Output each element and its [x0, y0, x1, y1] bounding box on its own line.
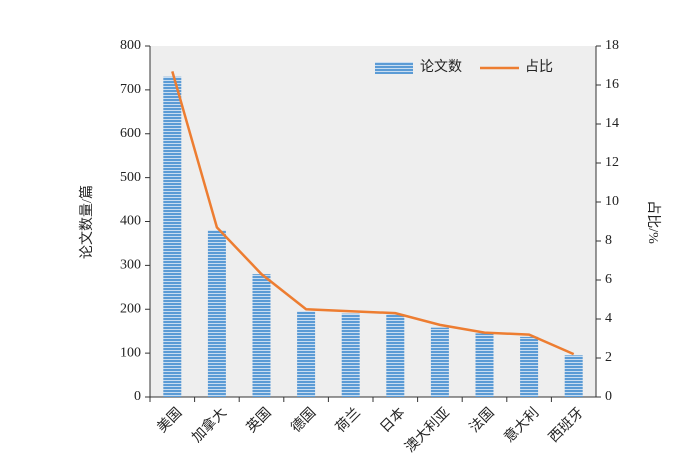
y-tick-label: 700	[120, 82, 141, 97]
x-tick-label: 英国	[243, 404, 275, 436]
y2-tick-label: 16	[605, 77, 619, 92]
x-tick-label: 意大利	[500, 404, 542, 446]
y2-tick-label: 14	[605, 116, 619, 131]
x-tick-label: 西班牙	[546, 405, 587, 446]
x-tick-label: 美国	[154, 405, 185, 436]
bar	[252, 274, 271, 397]
bar	[564, 355, 583, 397]
y-tick-label: 200	[120, 301, 141, 316]
y2-tick-label: 2	[605, 350, 612, 365]
y-tick-label: 0	[134, 389, 141, 404]
y2-tick-label: 8	[605, 233, 612, 248]
bar	[341, 313, 360, 397]
bar	[207, 230, 226, 397]
line-series	[171, 71, 575, 356]
y-axis-label: 论文数量/篇	[79, 185, 95, 259]
bar	[475, 333, 494, 397]
y-tick-label: 300	[120, 258, 141, 273]
y2-tick-label: 4	[605, 311, 612, 326]
bar	[520, 336, 539, 397]
y2-tick-label: 6	[605, 272, 612, 287]
legend-swatch	[375, 62, 413, 74]
bar	[297, 311, 316, 397]
y2-tick-label: 10	[605, 194, 619, 209]
x-tick-label: 荷兰	[333, 405, 364, 436]
bar	[386, 314, 405, 397]
x-tick-label: 加拿大	[188, 404, 230, 446]
x-tick-label: 德国	[288, 405, 319, 436]
y-tick-label: 600	[120, 126, 141, 141]
bar	[430, 327, 449, 397]
y-tick-label: 100	[120, 345, 141, 360]
y2-tick-label: 0	[605, 389, 612, 404]
bar	[163, 76, 182, 398]
legend-label: 占比	[525, 59, 553, 75]
y-tick-label: 400	[120, 214, 141, 229]
x-tick-label: 澳大利亚	[402, 405, 453, 456]
legend-label: 论文数	[420, 59, 462, 75]
x-tick-label: 法国	[466, 405, 497, 436]
y-tick-label: 500	[120, 170, 141, 185]
y-tick-label: 800	[120, 38, 141, 53]
y2-axis-label: 占比/%	[645, 200, 661, 244]
y2-tick-label: 12	[605, 155, 619, 170]
x-tick-label: 日本	[377, 405, 408, 436]
y2-tick-label: 18	[605, 38, 619, 53]
